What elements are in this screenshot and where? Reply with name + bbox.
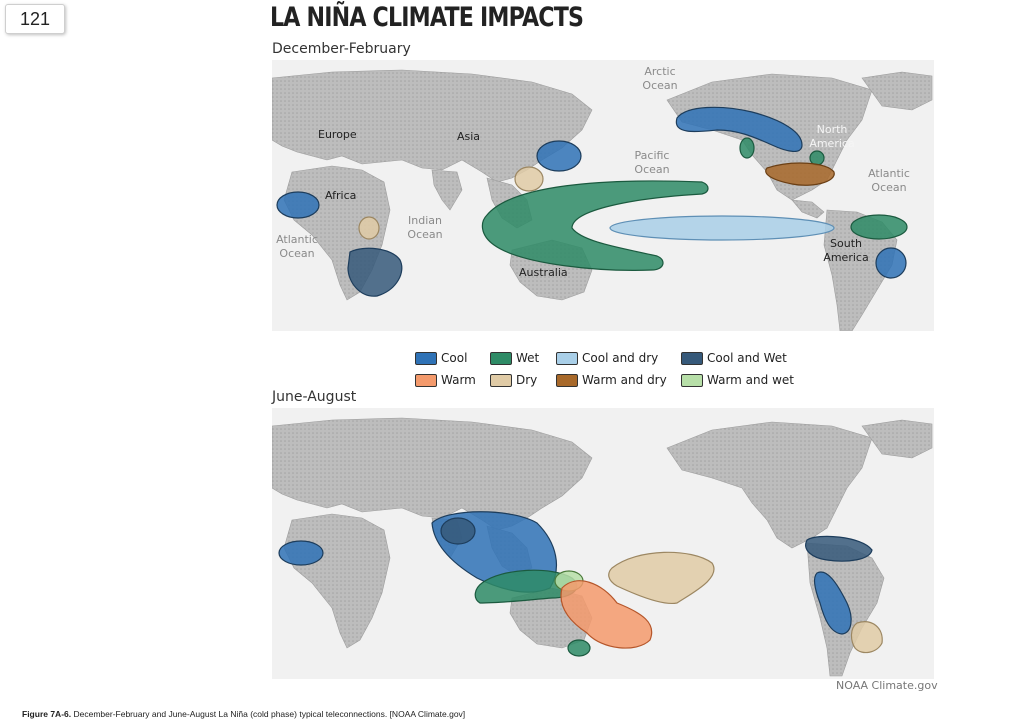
region-cool-and-wet-central-america — [805, 535, 873, 562]
india-land — [431, 169, 463, 211]
impact-regions — [278, 511, 883, 657]
region-dry-central-pacific — [608, 551, 715, 605]
label-pacific-ocean: Pacific Ocean — [634, 149, 670, 176]
season-label-dec-feb: December-February — [272, 41, 411, 57]
label-australia: Australia — [519, 266, 568, 279]
figure-title: LA NIÑA CLIMATE IMPACTS — [270, 2, 584, 33]
caption-figure-number: Figure 7A-6. — [22, 709, 72, 719]
region-cool-western-south-america — [813, 571, 852, 635]
legend-swatch-cool-and-wet — [681, 351, 703, 365]
region-warm-and-dry-us-south — [765, 162, 835, 186]
region-wet-pacific-nw — [739, 137, 755, 159]
legend-item-cool-and-dry: Cool and dry — [556, 351, 658, 365]
map-june-august — [272, 408, 934, 679]
label-arctic-ocean: Arctic Ocean — [642, 65, 678, 92]
label-asia: Asia — [457, 130, 480, 143]
legend-label: Warm — [441, 373, 476, 387]
legend-label: Warm and wet — [707, 373, 794, 387]
region-dry-south-china — [514, 166, 544, 192]
region-cool-southeast-south-america — [875, 247, 907, 279]
region-cool-and-wet-india — [440, 517, 476, 545]
region-wet-indonesia — [474, 569, 578, 604]
eurasia-land — [272, 69, 593, 183]
region-cool-west-africa — [278, 540, 324, 566]
region-wet-northern-brazil — [850, 214, 908, 240]
legend-label: Cool and dry — [582, 351, 659, 365]
legend-label: Cool — [441, 351, 468, 365]
legend-item-warm-and-wet: Warm and wet — [681, 373, 794, 387]
label-north-america: North America — [809, 123, 855, 150]
region-cool-japan — [536, 140, 582, 172]
eurasia-land — [272, 417, 593, 531]
legend-item-cool-and-wet: Cool and Wet — [681, 351, 787, 365]
legend-label: Cool and Wet — [707, 351, 787, 365]
legend-label: Warm and dry — [582, 373, 667, 387]
region-warm-eastern-australia — [560, 580, 653, 649]
landmass — [272, 417, 933, 677]
legend-label: Dry — [516, 373, 538, 387]
region-wet-south-australia — [567, 639, 591, 657]
central-america-land — [791, 199, 825, 219]
region-cool-west-africa — [276, 191, 320, 219]
label-indian-ocean: Indian Ocean — [407, 214, 443, 241]
region-wet-tropical-pacific — [481, 180, 709, 271]
legend-item-dry: Dry — [490, 373, 537, 387]
legend: Cool Wet Cool and dry Cool and Wet Warm … — [415, 351, 835, 393]
label-south-america: South America — [823, 237, 869, 264]
legend-swatch-dry — [490, 373, 512, 387]
africa-land — [283, 513, 391, 649]
page-number: 121 — [5, 4, 65, 34]
legend-swatch-warm — [415, 373, 437, 387]
region-dry-east-africa — [358, 216, 380, 240]
impact-regions — [276, 106, 908, 297]
north-america-land — [666, 421, 873, 549]
legend-swatch-cool — [415, 351, 437, 365]
legend-label: Wet — [516, 351, 540, 365]
legend-swatch-wet — [490, 351, 512, 365]
region-cool-alaska-canada — [675, 106, 803, 152]
season-label-jun-aug: June-August — [272, 389, 357, 405]
credit: NOAA Climate.gov — [836, 679, 938, 692]
legend-swatch-warm-and-dry — [556, 373, 578, 387]
region-cool-and-wet-southern-africa — [347, 247, 403, 297]
label-europe: Europe — [318, 128, 357, 141]
legend-swatch-cool-and-dry — [556, 351, 578, 365]
region-dry-southern-south-america — [850, 621, 883, 654]
legend-swatch-warm-and-wet — [681, 373, 703, 387]
legend-item-wet: Wet — [490, 351, 539, 365]
caption-text: December-February and June-August La Niñ… — [71, 709, 466, 719]
legend-item-warm-and-dry: Warm and dry — [556, 373, 667, 387]
region-cool-and-dry-pacific — [609, 215, 835, 241]
map-december-february: Europe Asia Africa Australia Arctic Ocean… — [272, 60, 934, 331]
label-africa: Africa — [325, 189, 356, 202]
region-wet-ohio-valley — [809, 150, 825, 166]
label-atlantic-ocean-right: Atlantic Ocean — [868, 167, 910, 194]
greenland-land — [861, 419, 933, 459]
figure-caption: Figure 7A-6. December-February and June-… — [22, 709, 465, 719]
legend-item-warm: Warm — [415, 373, 476, 387]
label-atlantic-ocean-left: Atlantic Ocean — [276, 233, 318, 260]
legend-item-cool: Cool — [415, 351, 467, 365]
greenland-land — [861, 71, 933, 111]
